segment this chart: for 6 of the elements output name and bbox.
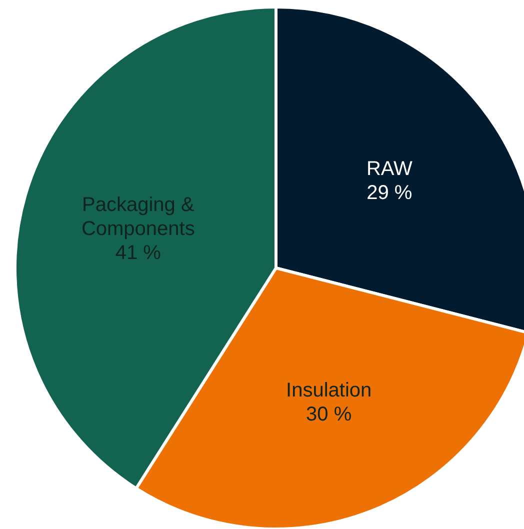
slice-label: RAW bbox=[366, 158, 413, 180]
slice-label: Insulation bbox=[286, 379, 372, 402]
slice-label: Packaging & Components bbox=[81, 194, 195, 240]
data-label: 29 % bbox=[366, 182, 412, 204]
data-label: 41 % bbox=[115, 242, 162, 264]
data-label: 30 % bbox=[306, 403, 352, 426]
